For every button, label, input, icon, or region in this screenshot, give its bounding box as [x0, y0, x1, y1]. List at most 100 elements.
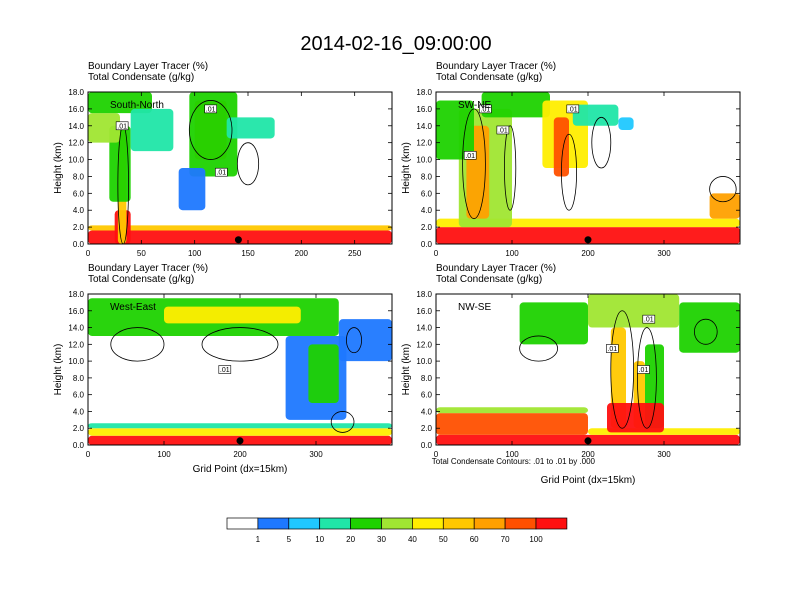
colorbar-label: 30: [377, 535, 386, 544]
panel-sw-ne: Boundary Layer Tracer (%)Total Condensat…: [401, 61, 741, 258]
y-tick-label: 12.0: [416, 340, 432, 349]
colorbar-swatch: [473, 517, 506, 530]
condensate-contour: [591, 116, 612, 169]
colorbar-swatch: [257, 517, 290, 530]
tracer-cell: [607, 403, 664, 433]
tracer-cell: [88, 225, 392, 231]
tracer-cell: [226, 117, 275, 139]
x-tick-label: 300: [657, 249, 671, 258]
contour-label-box: [218, 365, 232, 374]
plot-frame: [87, 91, 393, 245]
contour-label: .01: [206, 106, 216, 113]
x-tick-label: 0: [434, 450, 439, 459]
x-tick-label: 100: [188, 249, 202, 258]
colorbar-label: 5: [287, 535, 292, 544]
x-tick-label: 0: [434, 249, 439, 258]
contour-label-box: [463, 151, 477, 160]
tracer-cell: [88, 423, 392, 429]
y-tick-label: 6.0: [73, 189, 85, 198]
contour-label: .01: [117, 123, 127, 130]
condensate-contour: [693, 318, 718, 345]
y-tick-label: 18.0: [68, 88, 84, 97]
y-tick-label: 6.0: [421, 391, 433, 400]
y-axis-label: Height (km): [401, 344, 412, 396]
colorbar-label: 20: [346, 535, 355, 544]
x-tick-label: 200: [581, 249, 595, 258]
y-tick-label: 18.0: [68, 290, 84, 299]
panel-west-east: Boundary Layer Tracer (%)Total Condensat…: [53, 263, 393, 475]
x-tick-label: 50: [137, 249, 146, 258]
y-tick-label: 14.0: [416, 324, 432, 333]
colorbar-label: 70: [501, 535, 510, 544]
y-tick-label: 14.0: [68, 122, 84, 131]
x-tick-label: 100: [505, 249, 519, 258]
panels: Boundary Layer Tracer (%)Total Condensat…: [53, 61, 741, 486]
colorbar-swatch: [350, 517, 382, 530]
location-marker: [234, 236, 242, 244]
colorbar-swatch: [288, 517, 321, 530]
contour-label-box: [496, 125, 510, 135]
colorbar-swatch: [442, 517, 475, 530]
y-axis-label: Height (km): [53, 344, 64, 396]
tracer-cell: [481, 92, 550, 118]
tracer-cell: [178, 168, 206, 211]
tracer-cell: [164, 306, 301, 324]
y-tick-label: 10.0: [416, 156, 432, 165]
contour-label: .01: [568, 106, 578, 113]
y-axis-label: Height (km): [53, 142, 64, 194]
x-tick-label: 200: [295, 249, 309, 258]
condensate-contour: [503, 125, 517, 211]
contour-label: .01: [216, 170, 226, 177]
location-marker: [584, 437, 592, 445]
y-tick-label: 14.0: [416, 122, 432, 131]
condensate-contour: [519, 335, 558, 362]
figure-title: 2014-02-16_09:00:00: [300, 33, 491, 55]
y-tick-label: 2.0: [421, 424, 433, 433]
location-marker: [236, 437, 244, 445]
y-tick-label: 8.0: [73, 374, 85, 383]
y-tick-label: 0.0: [421, 441, 433, 450]
tracer-fill-group: .01 .01 .01: [88, 92, 392, 244]
y-tick-label: 10.0: [68, 357, 84, 366]
panel-header-condensate: Total Condensate (g/kg): [88, 72, 194, 83]
tracer-cell: [189, 92, 238, 177]
x-tick-label: 150: [241, 249, 255, 258]
x-tick-label: 100: [157, 450, 171, 459]
y-tick-label: 18.0: [416, 88, 432, 97]
panel-header-tracer: Boundary Layer Tracer (%): [88, 263, 208, 274]
condensate-contour: [201, 327, 279, 362]
panel-header-condensate: Total Condensate (g/kg): [436, 274, 542, 285]
condensate-contour: [709, 176, 737, 203]
x-tick-label: 200: [581, 450, 595, 459]
panel-header-tracer: Boundary Layer Tracer (%): [436, 61, 556, 72]
tracer-cell: [109, 125, 131, 202]
x-tick-label: 200: [233, 450, 247, 459]
y-tick-label: 6.0: [421, 189, 433, 198]
y-tick-label: 0.0: [73, 441, 85, 450]
condensate-contour: [330, 411, 355, 433]
y-tick-label: 16.0: [68, 307, 84, 316]
tracer-cell: [88, 92, 152, 114]
panel-header-tracer: Boundary Layer Tracer (%): [436, 263, 556, 274]
contour-label: .01: [639, 367, 649, 374]
panel-header-tracer: Boundary Layer Tracer (%): [88, 61, 208, 72]
contour-label: .01: [498, 128, 508, 135]
colorbar-swatch: [412, 517, 444, 530]
y-tick-label: 8.0: [421, 374, 433, 383]
y-tick-label: 18.0: [416, 290, 432, 299]
x-tick-label: 0: [86, 450, 91, 459]
y-tick-label: 4.0: [421, 407, 433, 416]
contour-label-box: [215, 167, 228, 177]
colorbar-swatch: [535, 517, 568, 530]
tracer-cell: [308, 344, 339, 404]
panel-south-north: Boundary Layer Tracer (%)Total Condensat…: [53, 61, 393, 258]
tracer-cell: [519, 302, 588, 345]
y-tick-label: 12.0: [416, 139, 432, 148]
tracer-cell: [88, 113, 120, 143]
tracer-cell: [436, 227, 740, 244]
y-tick-label: 16.0: [416, 307, 432, 316]
contour-label-box: [115, 121, 129, 131]
condensate-contour: [610, 310, 634, 429]
tracer-fill-group: .01 .01 .01 .01: [436, 92, 740, 244]
x-tick-label: 100: [505, 450, 519, 459]
